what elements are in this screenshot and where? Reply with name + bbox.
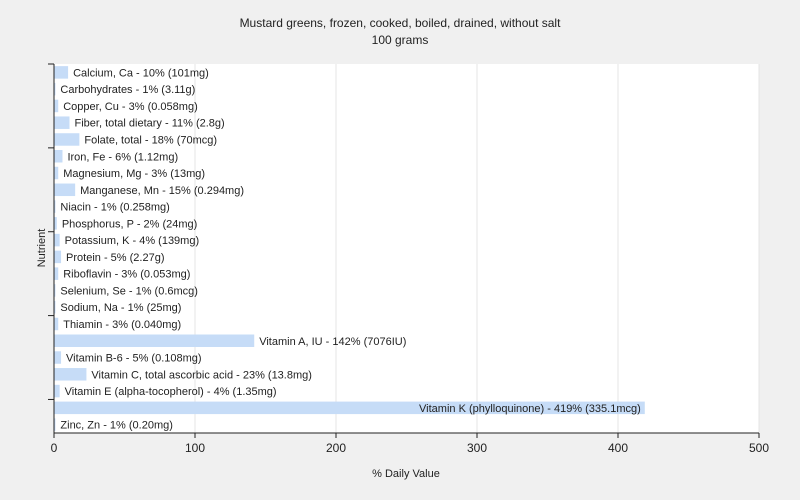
bar-data-label: Calcium, Ca - 10% (101mg) (73, 67, 209, 79)
bar (54, 200, 56, 213)
bar-data-label: Vitamin A, IU - 142% (7076IU) (259, 336, 406, 348)
bar-data-label: Vitamin C, total ascorbic acid - 23% (13… (91, 369, 312, 381)
x-tick-label: 200 (326, 441, 346, 455)
bar (54, 351, 62, 364)
bar-data-label: Protein - 5% (2.27g) (66, 252, 164, 264)
bar-data-label: Vitamin B-6 - 5% (0.108mg) (66, 353, 202, 365)
bar (54, 368, 87, 381)
bar (54, 284, 56, 297)
gridlines (194, 64, 760, 433)
bar-data-label: Copper, Cu - 3% (0.058mg) (63, 101, 198, 113)
bar (54, 66, 69, 79)
chart-subtitle: 100 grams (372, 33, 429, 47)
bar-data-label: Thiamin - 3% (0.040mg) (63, 319, 181, 331)
bar-labels: Calcium, Ca - 10% (101mg) Carbohydrates -… (60, 67, 640, 431)
bar (54, 183, 76, 197)
bar-data-label: Phosphorus, P - 2% (24mg) (62, 218, 198, 230)
bar (54, 133, 80, 146)
bar-data-label: Riboflavin - 3% (0.053mg) (63, 269, 190, 281)
bar-data-label: Carbohydrates - 1% (3.11g) (60, 84, 195, 96)
x-tick-label: 0 (51, 441, 58, 455)
bar (54, 82, 56, 96)
bar-data-label: Magnesium, Mg - 3% (13mg) (63, 168, 205, 180)
axes (48, 63, 760, 438)
bar (54, 233, 60, 247)
bar (54, 99, 59, 113)
y-axis-label: Nutrient (36, 229, 48, 268)
x-tick-label: 300 (467, 441, 487, 455)
bar (54, 334, 255, 347)
bar-data-label: Folate, total - 18% (70mcg) (84, 134, 217, 146)
bar-data-label: Iron, Fe - 6% (1.12mg) (67, 151, 178, 163)
bar (54, 300, 56, 314)
bar-data-label: Zinc, Zn - 1% (0.20mg) (60, 420, 172, 432)
bars (54, 66, 645, 431)
bar-data-label: Manganese, Mn - 15% (0.294mg) (80, 185, 244, 197)
bar (54, 401, 645, 415)
bar (54, 166, 59, 180)
bar (54, 267, 59, 280)
bar-data-label: Potassium, K - 4% (139mg) (65, 235, 200, 247)
bar-data-label: Selenium, Se - 1% (0.6mcg) (60, 285, 198, 297)
bar (54, 418, 56, 431)
bar (54, 384, 60, 398)
x-tick-labels: 0 100 200 300 400 500 (51, 441, 770, 455)
bar (54, 217, 57, 230)
bar-data-label: Vitamin E (alpha-tocopherol) - 4% (1.35m… (65, 386, 277, 398)
x-tick-label: 400 (608, 441, 628, 455)
x-tick-label: 500 (749, 441, 769, 455)
x-tick-label: 100 (185, 441, 205, 455)
bar-data-label: Fiber, total dietary - 11% (2.8g) (75, 118, 225, 130)
plot-area (54, 64, 759, 433)
bar-data-label: Sodium, Na - 1% (25mg) (60, 302, 181, 314)
chart-title: Mustard greens, frozen, cooked, boiled, … (240, 16, 562, 30)
bar-data-label: Vitamin K (phylloquinone) - 419% (335.1m… (419, 403, 641, 415)
bar-data-label: Niacin - 1% (0.258mg) (60, 202, 169, 214)
bar (54, 250, 62, 264)
bar (54, 150, 63, 163)
bar (54, 116, 70, 129)
x-axis-label: % Daily Value (372, 468, 440, 480)
bar (54, 317, 59, 331)
